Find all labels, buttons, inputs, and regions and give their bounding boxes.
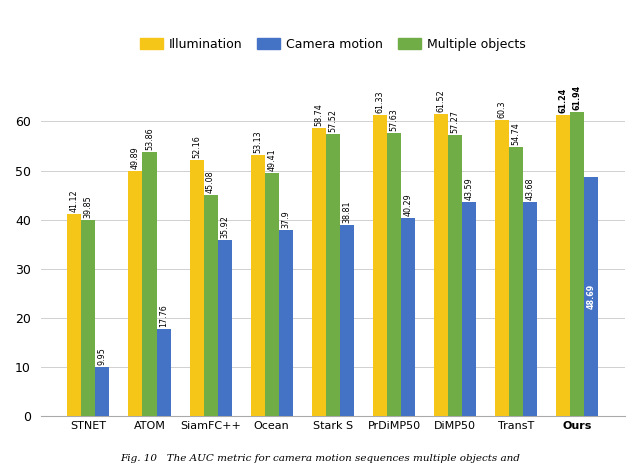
Text: 49.89: 49.89 <box>131 146 140 169</box>
Bar <box>570 112 584 416</box>
Text: 9.95: 9.95 <box>98 347 107 365</box>
Bar <box>265 173 279 416</box>
Text: 43.59: 43.59 <box>465 177 474 200</box>
Text: 57.63: 57.63 <box>390 108 399 131</box>
Bar <box>340 226 354 416</box>
Text: 57.27: 57.27 <box>451 110 460 133</box>
Text: 38.81: 38.81 <box>342 201 351 224</box>
Bar <box>81 220 95 416</box>
Bar <box>251 155 265 416</box>
Text: 61.94: 61.94 <box>573 85 582 110</box>
Bar <box>67 214 81 416</box>
Text: 43.68: 43.68 <box>526 177 535 199</box>
Bar <box>373 115 387 416</box>
Text: 54.74: 54.74 <box>512 123 521 146</box>
Bar <box>495 120 509 416</box>
Text: 35.92: 35.92 <box>220 215 229 238</box>
Text: 39.85: 39.85 <box>84 196 93 219</box>
Text: 37.9: 37.9 <box>282 210 291 228</box>
Text: 61.52: 61.52 <box>436 89 445 112</box>
Bar <box>448 135 462 416</box>
Text: 45.08: 45.08 <box>206 170 215 193</box>
Bar <box>524 201 538 416</box>
Text: 40.29: 40.29 <box>404 193 413 216</box>
Text: 57.52: 57.52 <box>328 109 337 132</box>
Text: Fig. 10   The AUC metric for camera motion sequences multiple objects and: Fig. 10 The AUC metric for camera motion… <box>120 454 520 463</box>
Bar <box>326 133 340 416</box>
Bar <box>95 367 109 416</box>
Bar <box>129 171 143 416</box>
Text: 17.76: 17.76 <box>159 304 168 327</box>
Bar <box>584 177 598 416</box>
Bar <box>143 152 157 416</box>
Bar <box>387 133 401 416</box>
Text: 61.24: 61.24 <box>559 88 568 113</box>
Bar <box>509 147 524 416</box>
Legend: Illumination, Camera motion, Multiple objects: Illumination, Camera motion, Multiple ob… <box>136 34 529 55</box>
Bar <box>434 114 448 416</box>
Bar <box>462 202 476 416</box>
Text: 53.13: 53.13 <box>253 131 262 153</box>
Bar <box>204 195 218 416</box>
Bar <box>218 239 232 416</box>
Bar <box>189 160 204 416</box>
Text: 49.41: 49.41 <box>268 149 276 172</box>
Bar <box>556 115 570 416</box>
Text: 48.69: 48.69 <box>587 284 596 309</box>
Bar <box>401 218 415 416</box>
Text: 53.86: 53.86 <box>145 127 154 150</box>
Text: 60.3: 60.3 <box>498 100 507 118</box>
Bar <box>312 128 326 416</box>
Text: 58.74: 58.74 <box>314 103 323 126</box>
Bar <box>279 230 293 416</box>
Text: 61.33: 61.33 <box>376 91 385 113</box>
Text: 52.16: 52.16 <box>192 135 201 158</box>
Text: 41.12: 41.12 <box>70 190 79 212</box>
Bar <box>157 329 171 416</box>
